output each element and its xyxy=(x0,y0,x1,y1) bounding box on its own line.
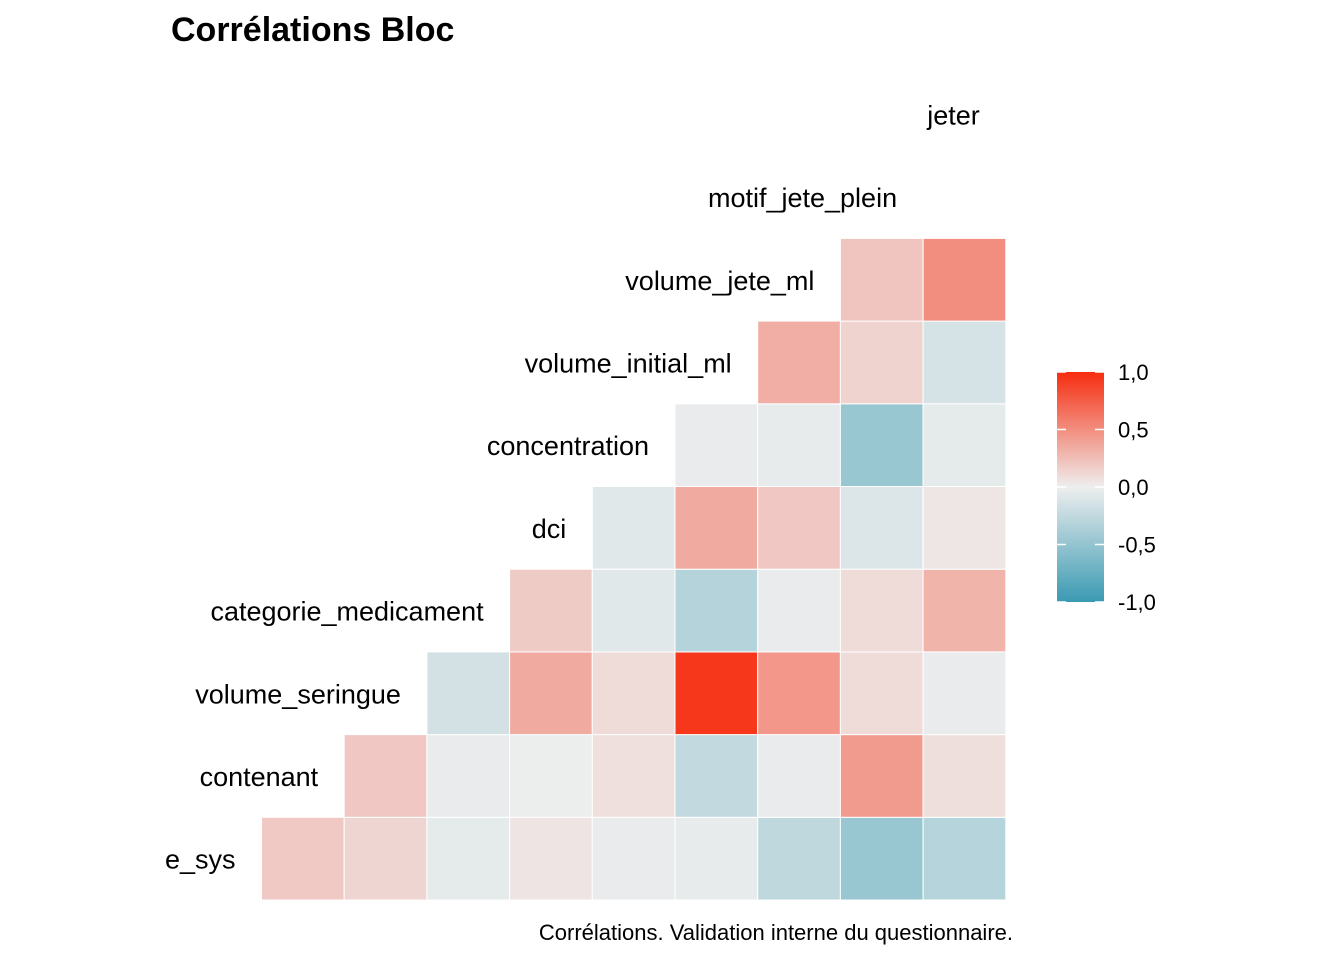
variable-label-volume-seringue: volume_seringue xyxy=(195,679,401,709)
heatmap-cell-volume-seringue-jeter xyxy=(922,651,1007,736)
heatmap-cell-e-sys-contenant xyxy=(261,816,345,901)
heatmap-cell-volume-seringue-concentration xyxy=(591,651,676,736)
heatmap-cell-dci-volume-initial-ml xyxy=(674,486,759,570)
heatmap-cell-volume-seringue-dci xyxy=(509,651,593,736)
heatmap-cell-dci-jeter xyxy=(922,486,1007,570)
heatmap-cell-volume-initial-ml-volume-jete-ml xyxy=(757,320,841,405)
heatmap-cell-contenant-dci xyxy=(509,734,593,818)
heatmap-cell-categorie-medicament-jeter xyxy=(922,568,1007,653)
heatmap-cell-e-sys-volume-initial-ml xyxy=(674,816,759,901)
variable-label-contenant: contenant xyxy=(200,762,319,792)
heatmap-cell-concentration-volume-initial-ml xyxy=(674,403,759,487)
variable-label-dci: dci xyxy=(532,514,567,544)
heatmap-cell-dci-volume-jete-ml xyxy=(757,486,841,570)
variable-label-jeter: jeter xyxy=(926,100,980,130)
heatmap-cell-dci-motif-jete-plein xyxy=(839,486,924,570)
heatmap-cell-volume-jete-ml-motif-jete-plein xyxy=(839,237,924,322)
heatmap-cell-contenant-volume-jete-ml xyxy=(757,734,841,818)
variable-label-categorie-medicament: categorie_medicament xyxy=(210,597,484,627)
heatmap-cell-e-sys-volume-seringue xyxy=(343,816,428,901)
legend-tick-label: -0,5 xyxy=(1118,533,1156,558)
heatmap-cell-e-sys-dci xyxy=(509,816,593,901)
variable-label-e-sys: e_sys xyxy=(165,845,236,875)
heatmap-cell-volume-seringue-volume-initial-ml xyxy=(674,651,759,736)
heatmap-cell-contenant-motif-jete-plein xyxy=(839,734,924,818)
heatmap-cell-contenant-concentration xyxy=(591,734,676,818)
heatmap-cell-contenant-jeter xyxy=(922,734,1007,818)
legend-tick-label: 0,0 xyxy=(1118,475,1149,500)
heatmap-cell-concentration-volume-jete-ml xyxy=(757,403,841,487)
legend-tick-label: -1,0 xyxy=(1118,590,1156,615)
heatmap-cell-categorie-medicament-dci xyxy=(509,568,593,653)
heatmap-cell-volume-jete-ml-jeter xyxy=(922,237,1007,322)
heatmap-cell-volume-seringue-volume-jete-ml xyxy=(757,651,841,736)
variable-label-volume-initial-ml: volume_initial_ml xyxy=(525,348,732,378)
heatmap-cell-categorie-medicament-concentration xyxy=(591,568,676,653)
heatmap-cell-categorie-medicament-volume-initial-ml xyxy=(674,568,759,653)
heatmap-cell-volume-seringue-motif-jete-plein xyxy=(839,651,924,736)
heatmap-cell-volume-initial-ml-motif-jete-plein xyxy=(839,320,924,405)
variable-label-concentration: concentration xyxy=(487,431,649,461)
heatmap-cell-contenant-volume-initial-ml xyxy=(674,734,759,818)
heatmap-cell-volume-seringue-categorie-medicament xyxy=(426,651,511,736)
heatmap-cell-volume-initial-ml-jeter xyxy=(922,320,1007,405)
heatmap-cell-e-sys-volume-jete-ml xyxy=(757,816,841,901)
heatmap-cell-concentration-jeter xyxy=(922,403,1007,487)
heatmap-cell-concentration-motif-jete-plein xyxy=(839,403,924,487)
heatmap-cell-e-sys-jeter xyxy=(922,816,1007,901)
legend-tick-label: 0,5 xyxy=(1118,418,1149,443)
chart-caption: Corrélations. Validation interne du ques… xyxy=(539,920,1013,945)
variable-labels: e_sys contenant volume_seringue categorie_m… xyxy=(165,100,980,874)
heatmap-cell-contenant-volume-seringue xyxy=(343,734,428,818)
color-legend: 1,0 0,5 0,0 -0,5 -1,0 xyxy=(1057,360,1156,615)
heatmap-cell-dci-concentration xyxy=(591,486,676,570)
heatmap-cell-e-sys-motif-jete-plein xyxy=(839,816,924,901)
heatmap-cell-e-sys-categorie-medicament xyxy=(426,816,511,901)
heatmap-cell-categorie-medicament-volume-jete-ml xyxy=(757,568,841,653)
variable-label-motif-jete-plein: motif_jete_plein xyxy=(708,183,897,213)
heatmap-cell-contenant-categorie-medicament xyxy=(426,734,511,818)
variable-label-volume-jete-ml: volume_jete_ml xyxy=(625,266,814,296)
heatmap-cells xyxy=(261,237,1007,901)
heatmap-cell-categorie-medicament-motif-jete-plein xyxy=(839,568,924,653)
chart-title: Corrélations Bloc xyxy=(171,11,454,49)
legend-tick-label: 1,0 xyxy=(1118,360,1149,385)
heatmap-cell-e-sys-concentration xyxy=(591,816,676,901)
